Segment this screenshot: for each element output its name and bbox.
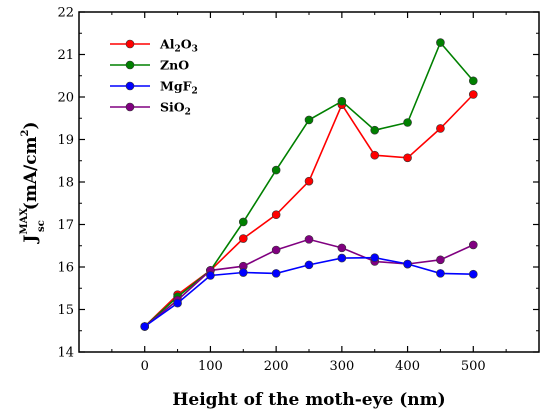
y-tick-label: 14	[57, 346, 74, 361]
legend-item: ZnO	[110, 58, 189, 73]
legend-label-subscript: 2	[191, 87, 197, 97]
legend-label-text: O	[181, 37, 192, 52]
data-point	[403, 118, 412, 127]
data-point	[173, 298, 182, 308]
data-point	[271, 269, 281, 278]
legend-item: MgF2	[110, 79, 198, 97]
legend-label: SiO2	[160, 100, 191, 118]
legend-label: ZnO	[160, 58, 189, 73]
data-point	[468, 76, 478, 86]
data-point	[370, 125, 380, 135]
y-tick-label: 16	[57, 261, 74, 276]
data-point	[403, 259, 412, 269]
data-point	[337, 243, 347, 253]
x-axis-title: Height of the moth-eye (nm)	[172, 390, 445, 410]
legend-marker	[125, 81, 135, 91]
data-point	[304, 115, 314, 125]
legend-label: Al2O3	[159, 37, 198, 55]
y-axis-title-superscript: MAX	[19, 208, 30, 235]
data-point	[238, 217, 248, 227]
y-axis-title-unit-open: (mA/cm	[21, 136, 41, 210]
x-tick-label: 200	[264, 359, 289, 374]
legend-label-text: MgF	[160, 79, 192, 94]
x-tick-label: 300	[329, 359, 354, 374]
data-point	[271, 165, 281, 175]
data-point	[436, 124, 445, 133]
y-tick-label: 21	[57, 48, 74, 63]
data-point	[436, 38, 445, 47]
y-tick-label: 22	[57, 6, 74, 21]
x-tick-label: 100	[198, 359, 223, 374]
legend-item: SiO2	[110, 100, 191, 118]
legend-label-text: ZnO	[160, 58, 189, 73]
legend-item: Al2O3	[110, 37, 198, 55]
x-tick-label: 0	[141, 359, 149, 374]
x-tick-label: 400	[395, 359, 420, 374]
legend-label-subscript: 2	[174, 45, 180, 55]
data-point	[403, 153, 412, 163]
x-tick-label: 500	[461, 359, 486, 374]
data-point	[436, 269, 445, 278]
legend-marker	[125, 102, 135, 112]
data-point	[468, 269, 478, 279]
data-point	[370, 150, 380, 160]
y-tick-label: 19	[57, 133, 74, 148]
legend-label-subscript: 3	[192, 45, 198, 55]
data-point	[468, 90, 478, 99]
data-point	[337, 96, 347, 106]
y-axis-title-subscript: sc	[36, 220, 47, 232]
data-point	[238, 234, 248, 243]
data-point	[271, 245, 281, 255]
series-layer	[140, 38, 478, 331]
y-tick-label: 17	[57, 218, 74, 233]
y-tick-label: 20	[57, 91, 74, 106]
legend-label-text: Al	[159, 37, 175, 52]
data-point	[238, 268, 248, 277]
y-axis-title: JMAX sc (mA/cm2)	[19, 121, 47, 244]
legend-label-text: SiO	[160, 100, 185, 115]
legend-marker	[125, 39, 135, 49]
y-axis-title-main: J	[21, 235, 41, 245]
legend-label: MgF2	[160, 79, 198, 97]
data-point	[337, 253, 347, 263]
data-point	[304, 260, 314, 270]
data-point	[436, 255, 445, 265]
legend-marker	[125, 60, 135, 70]
data-point	[140, 322, 150, 331]
data-point	[304, 176, 314, 186]
data-point	[370, 253, 380, 262]
data-point	[206, 271, 215, 280]
legend-label-subscript: 2	[185, 108, 191, 118]
series-mgf	[140, 253, 478, 331]
y-axis-title-unit-close: )	[21, 121, 41, 129]
data-point	[468, 240, 478, 250]
data-point	[304, 235, 314, 244]
y-tick-label: 15	[57, 303, 74, 318]
data-point	[271, 210, 281, 220]
y-tick-label: 18	[57, 176, 74, 191]
y-axis-title-unit-power: 2	[20, 129, 31, 136]
